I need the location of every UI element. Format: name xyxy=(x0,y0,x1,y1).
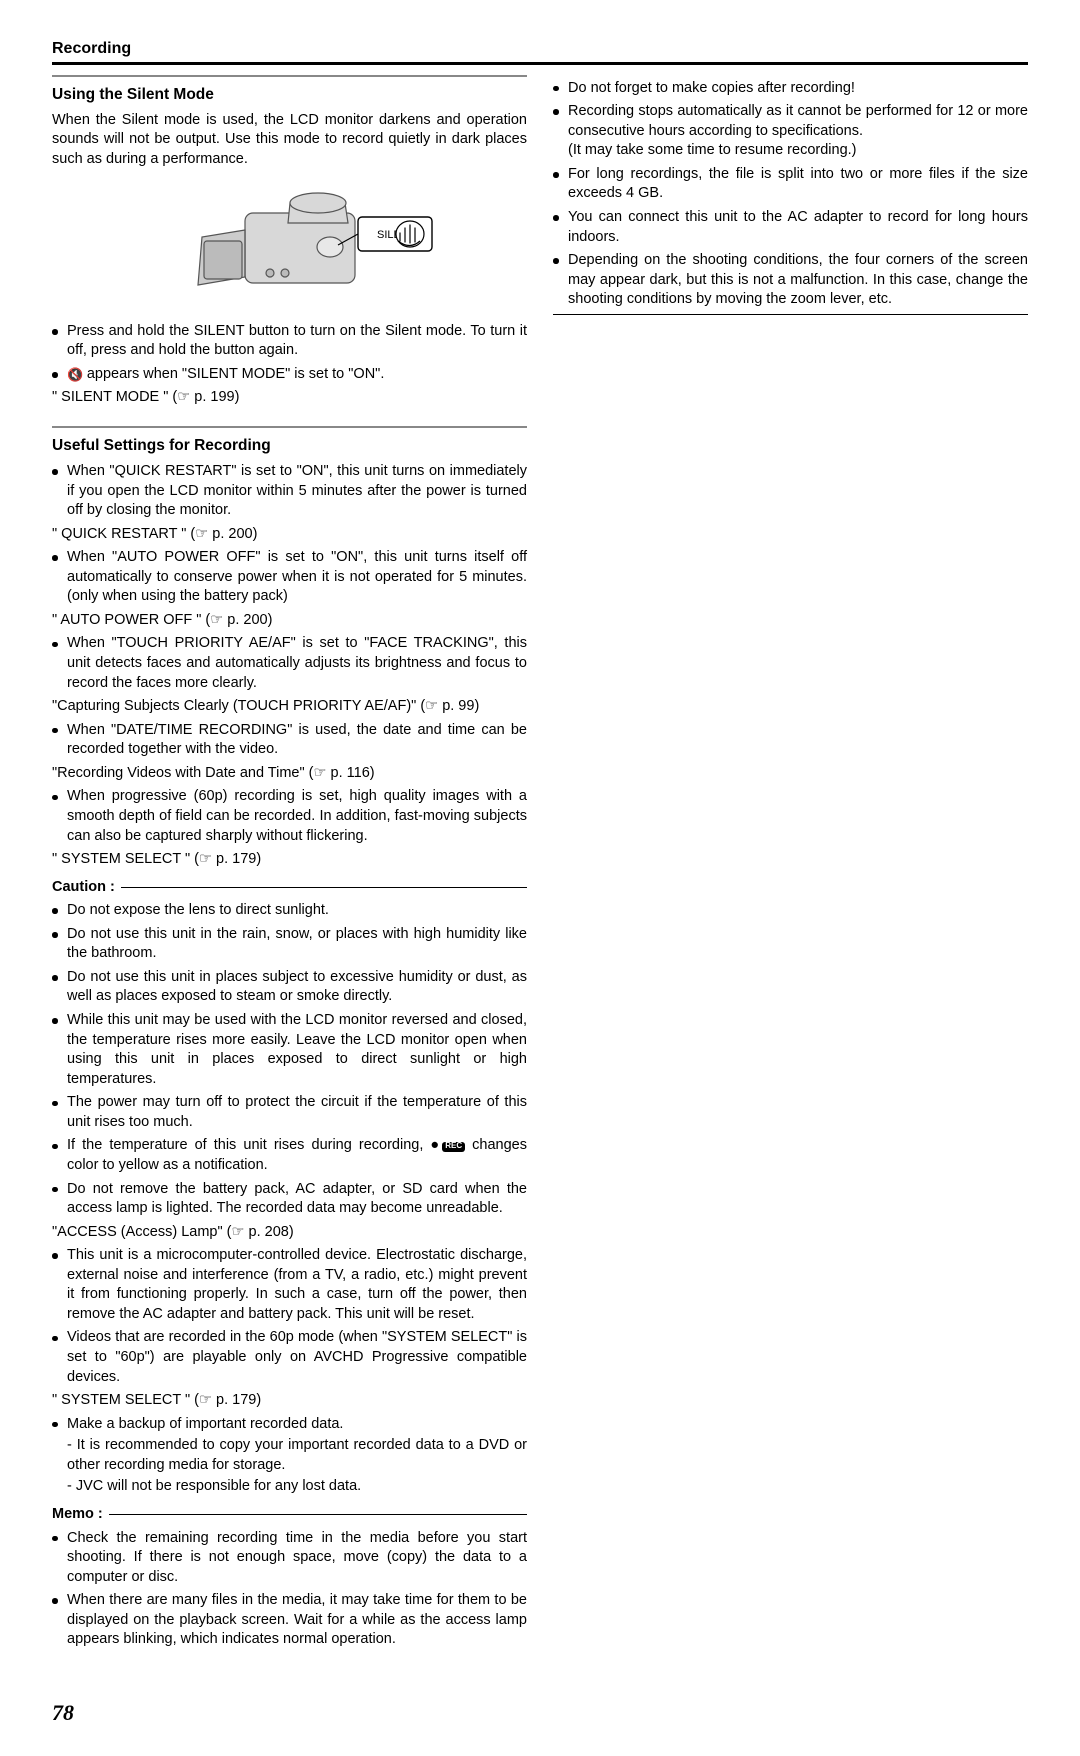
list-item: You can connect this unit to the AC adap… xyxy=(553,208,1028,247)
list-item: 🔇 appears when "SILENT MODE" is set to "… xyxy=(52,365,527,385)
rec-icon: REC xyxy=(442,1142,465,1152)
list-item-text: If the temperature of this unit rises du… xyxy=(67,1137,442,1153)
list-item: For long recordings, the file is split i… xyxy=(553,165,1028,204)
list-item: When "AUTO POWER OFF" is set to "ON", th… xyxy=(52,548,527,607)
list-item: Press and hold the SILENT button to turn… xyxy=(52,322,527,361)
useful-bullets: When "QUICK RESTART" is set to "ON", thi… xyxy=(52,462,527,870)
page-reference: " SYSTEM SELECT " (☞ p. 179) xyxy=(52,1391,527,1411)
list-item: Depending on the shooting conditions, th… xyxy=(553,251,1028,310)
page-number: 78 xyxy=(52,1698,1028,1728)
list-item: The power may turn off to protect the ci… xyxy=(52,1093,527,1132)
list-item: When progressive (60p) recording is set,… xyxy=(52,787,527,846)
caution-bullets: Do not expose the lens to direct sunligh… xyxy=(52,901,527,1497)
sub-item: - JVC will not be responsible for any lo… xyxy=(67,1477,527,1497)
useful-settings-title: Useful Settings for Recording xyxy=(52,436,527,457)
page-reference: "Recording Videos with Date and Time" (☞… xyxy=(52,764,527,784)
page-reference: " QUICK RESTART " (☞ p. 200) xyxy=(52,525,527,545)
silent-icon: 🔇 xyxy=(67,367,87,382)
list-item: When "DATE/TIME RECORDING" is used, the … xyxy=(52,721,527,760)
list-item: If the temperature of this unit rises du… xyxy=(52,1136,527,1175)
list-item: Recording stops automatically as it cann… xyxy=(553,102,1028,161)
page-reference: "Capturing Subjects Clearly (TOUCH PRIOR… xyxy=(52,697,527,717)
list-item: Do not forget to make copies after recor… xyxy=(553,79,1028,99)
list-item: Videos that are recorded in the 60p mode… xyxy=(52,1328,527,1387)
page-reference: "ACCESS (Access) Lamp" (☞ p. 208) xyxy=(52,1223,527,1243)
list-item-text: appears when "SILENT MODE" is set to "ON… xyxy=(87,366,385,382)
right-column: Do not forget to make copies after recor… xyxy=(553,75,1028,1654)
caution-label-row: Caution : xyxy=(52,878,527,898)
list-item: Do not expose the lens to direct sunligh… xyxy=(52,901,527,921)
list-item-text: Make a backup of important recorded data… xyxy=(67,1416,343,1432)
page-reference: " AUTO POWER OFF " (☞ p. 200) xyxy=(52,611,527,631)
list-item: Make a backup of important recorded data… xyxy=(52,1415,527,1497)
caution-label: Caution : xyxy=(52,878,115,898)
content-columns: Using the Silent Mode When the Silent mo… xyxy=(52,75,1028,1654)
section-divider xyxy=(52,75,527,77)
list-item: Do not use this unit in places subject t… xyxy=(52,968,527,1007)
memo-bullets: Check the remaining recording time in th… xyxy=(52,1529,527,1650)
page-header: Recording xyxy=(52,38,1028,65)
right-bullets: Do not forget to make copies after recor… xyxy=(553,79,1028,310)
sub-item: - It is recommended to copy your importa… xyxy=(67,1436,527,1475)
memo-label-row: Memo : xyxy=(52,1505,527,1525)
list-item: When "TOUCH PRIORITY AE/AF" is set to "F… xyxy=(52,634,527,693)
list-item: When there are many files in the media, … xyxy=(52,1591,527,1650)
section-divider xyxy=(52,426,527,428)
camera-figure: SILENT xyxy=(52,175,527,312)
page-reference: " SYSTEM SELECT " (☞ p. 179) xyxy=(52,850,527,870)
memo-label: Memo : xyxy=(52,1505,103,1525)
list-item: This unit is a microcomputer-controlled … xyxy=(52,1246,527,1324)
list-item: When "QUICK RESTART" is set to "ON", thi… xyxy=(52,462,527,521)
silent-mode-intro: When the Silent mode is used, the LCD mo… xyxy=(52,111,527,170)
silent-mode-title: Using the Silent Mode xyxy=(52,85,527,106)
list-item: While this unit may be used with the LCD… xyxy=(52,1011,527,1089)
silent-bullets: Press and hold the SILENT button to turn… xyxy=(52,322,527,408)
list-item: Do not remove the battery pack, AC adapt… xyxy=(52,1180,527,1219)
list-item: Do not use this unit in the rain, snow, … xyxy=(52,925,527,964)
label-line xyxy=(109,1514,527,1515)
end-rule xyxy=(553,314,1028,315)
label-line xyxy=(121,887,527,888)
list-item: Check the remaining recording time in th… xyxy=(52,1529,527,1588)
sub-item: (It may take some time to resume recordi… xyxy=(568,141,1028,161)
left-column: Using the Silent Mode When the Silent mo… xyxy=(52,75,527,1654)
page-reference: " SILENT MODE " (☞ p. 199) xyxy=(52,388,527,408)
list-item-text: Recording stops automatically as it cann… xyxy=(568,103,1028,139)
